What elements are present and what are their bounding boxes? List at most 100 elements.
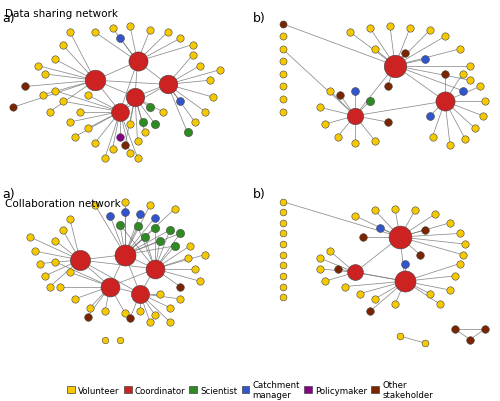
- Point: [191, 266, 199, 272]
- Point: [91, 140, 99, 147]
- Point: [326, 248, 334, 255]
- Point: [278, 59, 286, 65]
- Point: [216, 67, 224, 74]
- Text: Collaboration network: Collaboration network: [5, 198, 121, 209]
- Point: [134, 155, 141, 161]
- Point: [58, 227, 66, 233]
- Point: [51, 238, 59, 244]
- Point: [31, 248, 39, 255]
- Point: [66, 217, 74, 223]
- Point: [151, 215, 159, 221]
- Point: [426, 291, 434, 297]
- Point: [58, 43, 66, 49]
- Point: [421, 227, 429, 233]
- Point: [278, 209, 286, 216]
- Point: [451, 326, 459, 332]
- Point: [156, 291, 164, 297]
- Point: [421, 57, 429, 63]
- Point: [126, 122, 134, 128]
- Point: [166, 305, 174, 311]
- Point: [446, 287, 454, 294]
- Point: [41, 273, 49, 279]
- Point: [401, 261, 409, 267]
- Point: [341, 284, 349, 290]
- Point: [134, 59, 141, 65]
- Point: [66, 119, 74, 126]
- Point: [351, 88, 359, 95]
- Point: [481, 326, 489, 332]
- Point: [76, 109, 84, 115]
- Point: [456, 231, 464, 237]
- Point: [326, 88, 334, 95]
- Point: [384, 119, 392, 126]
- Point: [278, 71, 286, 78]
- Point: [278, 252, 286, 258]
- Point: [466, 63, 474, 70]
- Point: [428, 134, 436, 140]
- Point: [278, 199, 286, 205]
- Point: [401, 278, 409, 285]
- Point: [176, 296, 184, 302]
- Point: [384, 84, 392, 91]
- Point: [36, 261, 44, 267]
- Point: [278, 34, 286, 41]
- Point: [121, 142, 129, 149]
- Point: [321, 278, 329, 285]
- Point: [316, 255, 324, 262]
- Point: [131, 95, 139, 101]
- Point: [171, 206, 179, 213]
- Point: [151, 266, 159, 272]
- Point: [146, 203, 154, 209]
- Point: [386, 24, 394, 30]
- Point: [366, 308, 374, 315]
- Point: [278, 47, 286, 53]
- Point: [278, 262, 286, 269]
- Point: [146, 28, 154, 34]
- Point: [411, 208, 419, 214]
- Text: a): a): [2, 188, 15, 201]
- Point: [188, 53, 196, 59]
- Point: [164, 82, 172, 88]
- Point: [441, 71, 449, 78]
- Point: [46, 284, 54, 290]
- Text: b): b): [252, 12, 265, 25]
- Point: [321, 122, 329, 128]
- Point: [366, 26, 374, 32]
- Point: [421, 340, 429, 346]
- Point: [278, 97, 286, 103]
- Point: [26, 234, 34, 241]
- Point: [371, 138, 379, 145]
- Point: [176, 36, 184, 43]
- Point: [466, 78, 474, 84]
- Point: [456, 47, 464, 53]
- Point: [136, 308, 144, 315]
- Point: [481, 99, 489, 105]
- Point: [71, 134, 79, 140]
- Point: [116, 36, 124, 43]
- Point: [351, 140, 359, 147]
- Point: [108, 26, 116, 32]
- Point: [278, 284, 286, 290]
- Point: [138, 119, 146, 126]
- Point: [164, 30, 172, 36]
- Point: [441, 34, 449, 41]
- Point: [186, 243, 194, 249]
- Point: [8, 105, 16, 111]
- Point: [278, 294, 286, 301]
- Point: [466, 336, 474, 343]
- Point: [208, 95, 216, 101]
- Point: [86, 305, 94, 311]
- Point: [116, 134, 124, 140]
- Point: [391, 63, 399, 70]
- Point: [51, 88, 59, 95]
- Text: b): b): [252, 188, 265, 201]
- Point: [134, 138, 141, 145]
- Point: [121, 199, 129, 205]
- Text: a): a): [2, 12, 15, 25]
- Point: [71, 296, 79, 302]
- Point: [171, 243, 179, 249]
- Point: [456, 261, 464, 267]
- Point: [334, 134, 342, 140]
- Point: [278, 109, 286, 115]
- Point: [101, 155, 109, 161]
